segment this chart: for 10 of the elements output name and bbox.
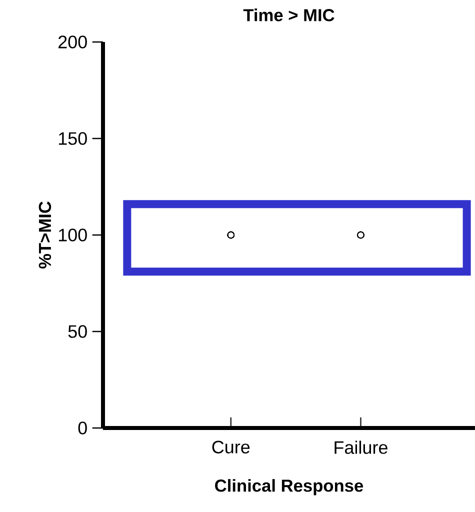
chart-title: Time > MIC [243,8,334,22]
y-tick-label: 150 [58,132,87,145]
y-tick-label: 50 [68,325,87,338]
x-axis-title: Clinical Response [215,479,364,496]
y-tick-label: 100 [58,228,87,242]
y-tick-label: 0 [78,422,87,434]
y-axis-title: %T>MIC [38,202,52,269]
x-tick-label: Failure [334,440,388,454]
y-tick-label: 200 [58,36,87,48]
x-tick-label: Cure [212,440,250,454]
